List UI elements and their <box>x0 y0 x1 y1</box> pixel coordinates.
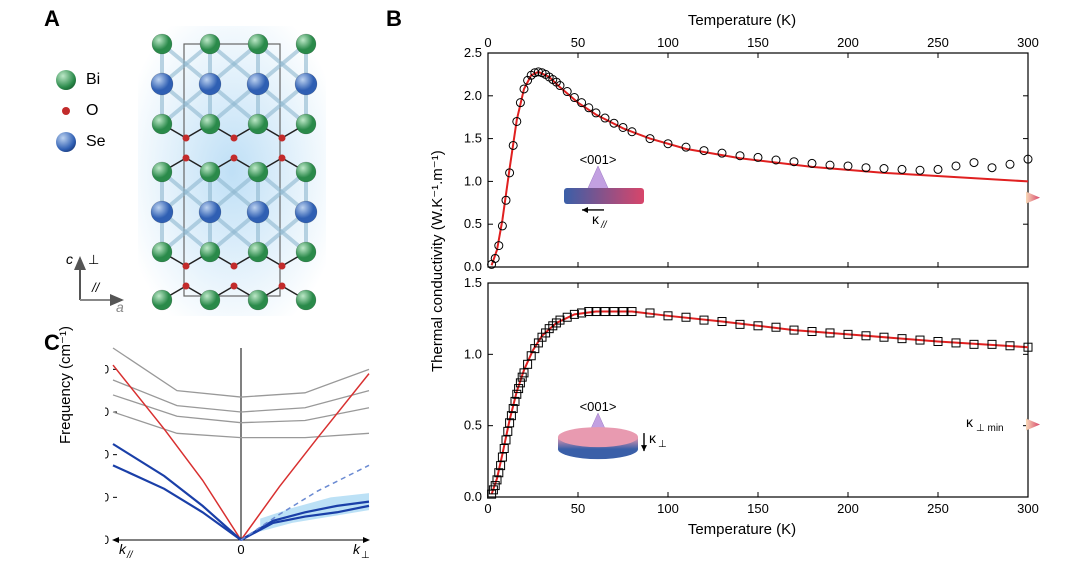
svg-text:0: 0 <box>105 533 109 547</box>
svg-text:250: 250 <box>927 501 949 516</box>
svg-text:200: 200 <box>837 35 859 50</box>
legend-bi-label: Bi <box>86 71 100 89</box>
chart-bottom-svg: 0501001502002503000.00.51.01.5<001>κ⊥κ⊥ … <box>442 275 1042 519</box>
svg-text:50: 50 <box>571 501 585 516</box>
svg-text:20: 20 <box>105 490 109 504</box>
panel-c-ylabel: Frequency (cm⁻¹) <box>56 326 74 444</box>
svg-text:⊥: ⊥ <box>361 550 370 560</box>
dispersion-plot: 0204060800k//k⊥ <box>105 344 377 544</box>
axis-a: a <box>116 299 124 312</box>
se-dot-icon <box>56 132 76 152</box>
svg-text:0: 0 <box>484 35 491 50</box>
legend-se-label: Se <box>86 133 106 151</box>
panel-label-a: A <box>44 6 60 32</box>
svg-text:0.0: 0.0 <box>464 489 482 504</box>
svg-text:0: 0 <box>484 501 491 516</box>
legend-row-o: O <box>56 102 106 120</box>
svg-text:⊥ min: ⊥ min <box>976 423 1004 434</box>
svg-text:0.5: 0.5 <box>464 418 482 433</box>
svg-text:50: 50 <box>571 35 585 50</box>
svg-text:100: 100 <box>657 35 679 50</box>
svg-text:2.0: 2.0 <box>464 88 482 103</box>
legend-row-bi: Bi <box>56 70 106 90</box>
chart-ylabel: Thermal conductivity (W.K⁻¹.m⁻¹) <box>428 150 446 372</box>
svg-text:100: 100 <box>657 501 679 516</box>
panel-label-b: B <box>386 6 402 32</box>
bi-dot-icon <box>56 70 76 90</box>
svg-text:k: k <box>353 541 361 557</box>
chart-top-svg: 0 50 100 150 200 250 300 0.0 0.5 1.0 1.5 2.0 2.5 <001… <box>442 31 1042 275</box>
axis-c: c <box>66 251 73 267</box>
chart-stack: Thermal conductivity (W.K⁻¹.m⁻¹) Tempera… <box>442 12 1042 552</box>
legend-atoms: Bi O Se <box>56 70 106 164</box>
svg-text:200: 200 <box>837 501 859 516</box>
svg-text:0.0: 0.0 <box>464 259 482 274</box>
svg-text:250: 250 <box>927 35 949 50</box>
svg-text:60: 60 <box>105 405 109 419</box>
svg-text:0: 0 <box>237 542 244 557</box>
svg-text:κ: κ <box>966 414 974 430</box>
axis-indicator: c ⊥ // a <box>66 248 136 312</box>
top-xlabel: Temperature (K) <box>442 12 1042 29</box>
svg-text:κ: κ <box>649 430 657 446</box>
figure-root: A B C Bi O Se c ⊥ <box>0 0 1066 570</box>
svg-text:1.5: 1.5 <box>464 131 482 146</box>
svg-text:150: 150 <box>747 501 769 516</box>
svg-text:1.0: 1.0 <box>464 173 482 188</box>
svg-text:1.0: 1.0 <box>464 346 482 361</box>
o-dot-icon <box>62 107 70 115</box>
svg-text:k: k <box>119 541 127 557</box>
legend-row-se: Se <box>56 132 106 152</box>
crystal-structure <box>138 26 326 316</box>
crystal-svg <box>138 26 326 316</box>
svg-text:⊥: ⊥ <box>658 439 667 450</box>
svg-text:<001>: <001> <box>580 399 617 414</box>
axis-para: // <box>91 280 101 295</box>
svg-text://: // <box>600 220 608 231</box>
dispersion-svg: 0204060800k//k⊥ <box>105 344 377 560</box>
svg-text://: // <box>126 550 134 560</box>
svg-text:κ: κ <box>592 211 600 227</box>
svg-text:80: 80 <box>105 362 109 376</box>
svg-text:300: 300 <box>1017 501 1039 516</box>
svg-text:40: 40 <box>105 448 109 462</box>
legend-o-label: O <box>86 102 98 120</box>
svg-text:1.5: 1.5 <box>464 275 482 290</box>
bottom-xlabel: Temperature (K) <box>442 521 1042 538</box>
axis-svg: c ⊥ // a <box>66 248 136 312</box>
axis-perp: ⊥ <box>88 252 99 267</box>
svg-text:<001>: <001> <box>580 152 617 167</box>
svg-text:0.5: 0.5 <box>464 216 482 231</box>
svg-text:2.5: 2.5 <box>464 45 482 60</box>
svg-text:150: 150 <box>747 35 769 50</box>
svg-text:300: 300 <box>1017 35 1039 50</box>
